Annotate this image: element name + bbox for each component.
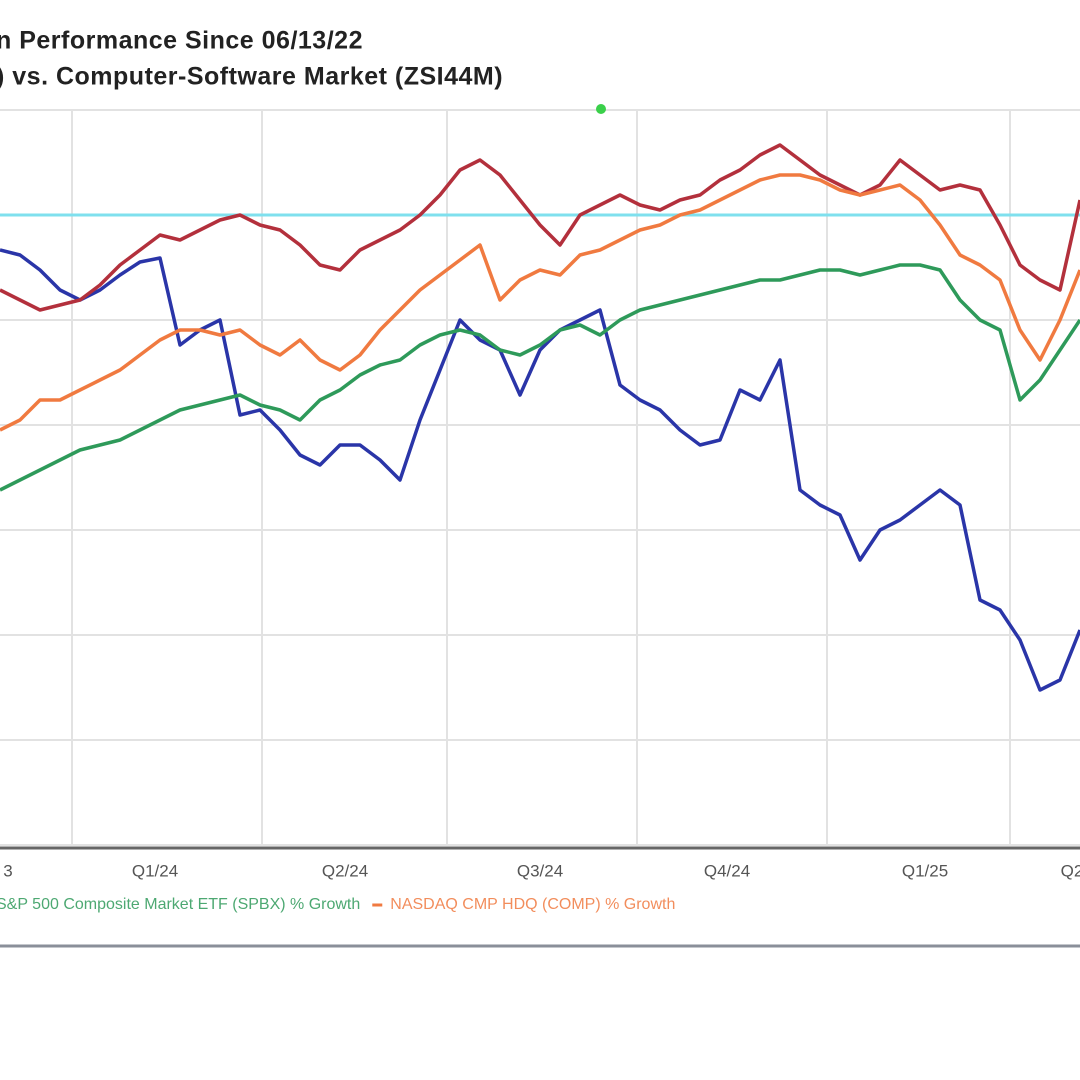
x-tick-label: Q2 bbox=[1061, 861, 1080, 880]
series-line bbox=[0, 173, 1080, 432]
x-tick-label: Q1/25 bbox=[902, 861, 948, 880]
series-line bbox=[0, 263, 1080, 492]
chart-subtitle: ) vs. Computer-Software Market (ZSI44M) bbox=[0, 63, 503, 91]
series-line bbox=[0, 248, 1080, 692]
marker-dot bbox=[596, 104, 606, 114]
chart-title: n Performance Since 06/13/22 bbox=[0, 27, 363, 55]
legend-entry: NASDAQ CMP HDQ (COMP) % Growth bbox=[390, 896, 675, 913]
x-tick-label: Q4/24 bbox=[704, 861, 750, 880]
legend-entry: S&P 500 Composite Market ETF (SPBX) % Gr… bbox=[0, 896, 360, 913]
series-line bbox=[0, 143, 1080, 312]
x-tick-label: 3 bbox=[3, 861, 12, 880]
x-tick-label: Q3/24 bbox=[517, 861, 563, 880]
x-tick-label: Q2/24 bbox=[322, 861, 368, 880]
x-tick-label: Q1/24 bbox=[132, 861, 178, 880]
